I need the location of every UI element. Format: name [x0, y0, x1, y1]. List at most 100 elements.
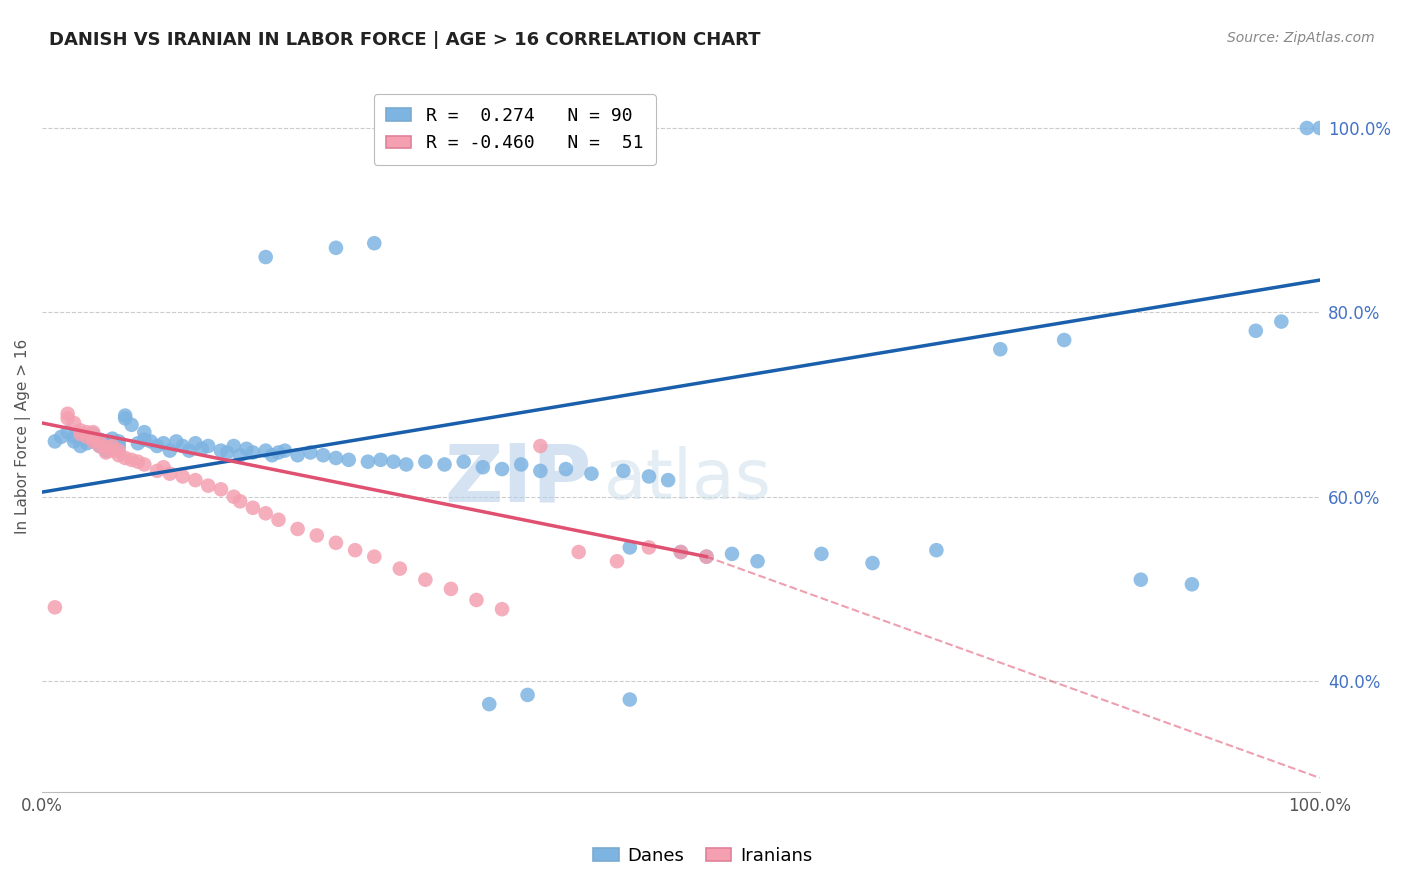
Point: [82, 425, 104, 440]
Point: [453, 455, 475, 469]
Text: atlas: atlas: [605, 446, 772, 513]
Point: [69, 427, 91, 442]
Point: [146, 439, 169, 453]
Point: [721, 547, 744, 561]
Point: [325, 450, 347, 465]
Point: [159, 467, 181, 481]
Point: [127, 436, 149, 450]
Point: [229, 494, 252, 508]
Point: [197, 439, 219, 453]
Point: [56, 407, 79, 421]
Point: [1244, 324, 1267, 338]
Point: [134, 458, 156, 472]
Point: [510, 458, 533, 472]
Point: [235, 442, 257, 456]
Point: [695, 549, 717, 564]
Point: [172, 469, 194, 483]
Point: [82, 434, 104, 449]
Point: [184, 473, 207, 487]
Point: [1309, 120, 1331, 135]
Point: [101, 439, 124, 453]
Point: [357, 455, 380, 469]
Point: [581, 467, 603, 481]
Point: [516, 688, 538, 702]
Text: DANISH VS IRANIAN IN LABOR FORCE | AGE > 16 CORRELATION CHART: DANISH VS IRANIAN IN LABOR FORCE | AGE >…: [49, 31, 761, 49]
Point: [529, 439, 551, 453]
Point: [107, 439, 129, 453]
Point: [254, 443, 277, 458]
Point: [127, 455, 149, 469]
Point: [82, 430, 104, 444]
Text: ZIP: ZIP: [444, 441, 592, 518]
Point: [114, 411, 136, 425]
Point: [146, 464, 169, 478]
Point: [862, 556, 884, 570]
Point: [76, 425, 98, 440]
Point: [229, 448, 252, 462]
Point: [101, 443, 124, 458]
Point: [988, 343, 1011, 357]
Point: [305, 528, 328, 542]
Point: [478, 697, 501, 711]
Point: [152, 436, 174, 450]
Point: [101, 436, 124, 450]
Point: [121, 453, 143, 467]
Point: [139, 434, 162, 449]
Point: [669, 545, 692, 559]
Point: [554, 462, 576, 476]
Point: [69, 427, 91, 442]
Point: [76, 436, 98, 450]
Point: [491, 602, 513, 616]
Point: [94, 434, 117, 449]
Point: [619, 541, 641, 555]
Point: [638, 469, 661, 483]
Point: [242, 500, 264, 515]
Point: [94, 440, 117, 454]
Point: [370, 453, 392, 467]
Point: [395, 458, 418, 472]
Point: [222, 490, 245, 504]
Point: [254, 506, 277, 520]
Point: [669, 545, 692, 559]
Point: [363, 236, 385, 251]
Point: [44, 434, 66, 449]
Point: [606, 554, 628, 568]
Point: [382, 455, 405, 469]
Point: [299, 445, 322, 459]
Point: [82, 427, 104, 442]
Point: [63, 434, 86, 449]
Point: [388, 561, 411, 575]
Point: [529, 464, 551, 478]
Point: [1053, 333, 1076, 347]
Point: [94, 443, 117, 458]
Legend: Danes, Iranians: Danes, Iranians: [586, 840, 820, 872]
Point: [747, 554, 769, 568]
Point: [114, 450, 136, 465]
Point: [619, 692, 641, 706]
Point: [134, 425, 156, 440]
Point: [568, 545, 591, 559]
Point: [82, 430, 104, 444]
Point: [325, 536, 347, 550]
Point: [810, 547, 832, 561]
Point: [191, 442, 214, 456]
Point: [56, 411, 79, 425]
Point: [1181, 577, 1204, 591]
Point: [197, 478, 219, 492]
Point: [287, 522, 309, 536]
Point: [657, 473, 679, 487]
Point: [267, 445, 290, 459]
Point: [440, 582, 463, 596]
Point: [101, 432, 124, 446]
Point: [312, 448, 335, 462]
Point: [465, 593, 488, 607]
Point: [1270, 315, 1292, 329]
Point: [184, 436, 207, 450]
Point: [415, 573, 437, 587]
Y-axis label: In Labor Force | Age > 16: In Labor Force | Age > 16: [15, 339, 31, 534]
Point: [222, 439, 245, 453]
Point: [56, 425, 79, 440]
Point: [274, 443, 297, 458]
Point: [925, 543, 948, 558]
Point: [134, 433, 156, 447]
